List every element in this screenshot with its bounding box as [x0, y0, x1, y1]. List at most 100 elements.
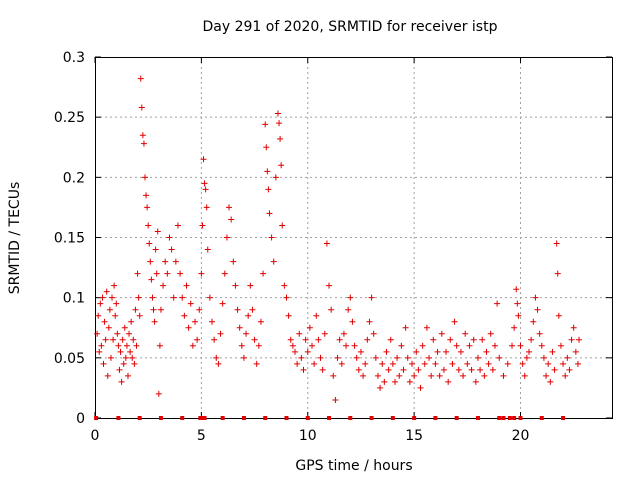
data-point [204, 246, 211, 253]
data-point [462, 330, 469, 337]
data-point [470, 336, 477, 343]
data-point [278, 162, 285, 169]
data-point [338, 360, 345, 367]
data-point [289, 342, 296, 349]
data-point [302, 336, 309, 343]
data-point [564, 354, 571, 361]
data-point [156, 342, 163, 349]
data-point [150, 306, 157, 313]
data-point [391, 378, 398, 385]
data-point [209, 318, 216, 325]
y-tick-label: 0.05 [54, 351, 85, 367]
x-tick-label: 0 [91, 428, 100, 444]
data-point [99, 294, 106, 301]
data-point [264, 168, 271, 175]
data-point [328, 306, 335, 313]
data-point [283, 294, 290, 301]
data-point [514, 300, 521, 307]
data-point [464, 360, 471, 367]
data-point [540, 354, 547, 361]
data-point-zero [158, 416, 163, 420]
data-point [119, 336, 126, 343]
data-point [504, 360, 511, 367]
x-tick-label: 5 [197, 428, 206, 444]
data-point [270, 258, 277, 265]
data-point [221, 270, 228, 277]
data-point [109, 294, 116, 301]
data-point [523, 354, 530, 361]
data-point-zero [412, 416, 417, 420]
data-point [149, 294, 156, 301]
y-axis-title: SRMTID / TECUs [7, 182, 23, 295]
data-point-zero [202, 416, 207, 420]
data-point [315, 336, 322, 343]
data-point [247, 282, 254, 289]
data-point [120, 360, 127, 367]
data-point [389, 360, 396, 367]
data-point [104, 372, 111, 379]
data-point-zero [284, 416, 289, 420]
data-point [402, 324, 409, 331]
data-point [362, 360, 369, 367]
data-point [238, 342, 245, 349]
data-point-zero [512, 416, 517, 420]
data-point [443, 348, 450, 355]
data-point [296, 330, 303, 337]
data-point [94, 330, 101, 337]
y-tick-label: 0.15 [54, 231, 85, 247]
data-point [134, 270, 141, 277]
data-point [139, 132, 146, 139]
data-point [434, 348, 441, 355]
data-point [309, 342, 316, 349]
data-point [198, 270, 205, 277]
data-point [251, 336, 258, 343]
data-point [95, 312, 102, 319]
data-point [383, 348, 390, 355]
data-point-zero [198, 416, 203, 420]
x-axis-title: GPS time / hours [295, 458, 412, 474]
data-point [415, 366, 422, 373]
data-point [174, 222, 181, 229]
data-point-zero [200, 416, 205, 420]
data-point [122, 354, 129, 361]
data-point [326, 282, 333, 289]
data-point [511, 324, 518, 331]
data-point [555, 312, 562, 319]
data-point [253, 360, 260, 367]
data-point [332, 396, 339, 403]
data-point [132, 306, 139, 313]
data-point [113, 300, 120, 307]
data-point [543, 372, 550, 379]
data-point [521, 372, 528, 379]
data-point [177, 270, 184, 277]
data-point [131, 360, 138, 367]
data-point [360, 372, 367, 379]
data-point [268, 234, 275, 241]
y-tick-label: 0.1 [63, 291, 85, 307]
data-point [211, 336, 218, 343]
data-point [323, 240, 330, 247]
data-point [228, 216, 235, 223]
data-point [146, 240, 153, 247]
data-point-zero [561, 416, 566, 420]
data-point [148, 276, 155, 283]
data-point [357, 348, 364, 355]
data-point [568, 336, 575, 343]
data-point [168, 246, 175, 253]
data-point [379, 360, 386, 367]
data-point [432, 360, 439, 367]
data-point [547, 378, 554, 385]
data-point [421, 360, 428, 367]
data-point [240, 354, 247, 361]
data-point-zero [539, 416, 544, 420]
data-point [411, 372, 418, 379]
data-point [347, 294, 354, 301]
data-point [532, 294, 539, 301]
data-point [304, 348, 311, 355]
data-point [152, 246, 159, 253]
data-point [449, 360, 456, 367]
data-point [226, 204, 233, 211]
data-point [116, 366, 123, 373]
data-point [215, 360, 222, 367]
data-point [345, 306, 352, 313]
